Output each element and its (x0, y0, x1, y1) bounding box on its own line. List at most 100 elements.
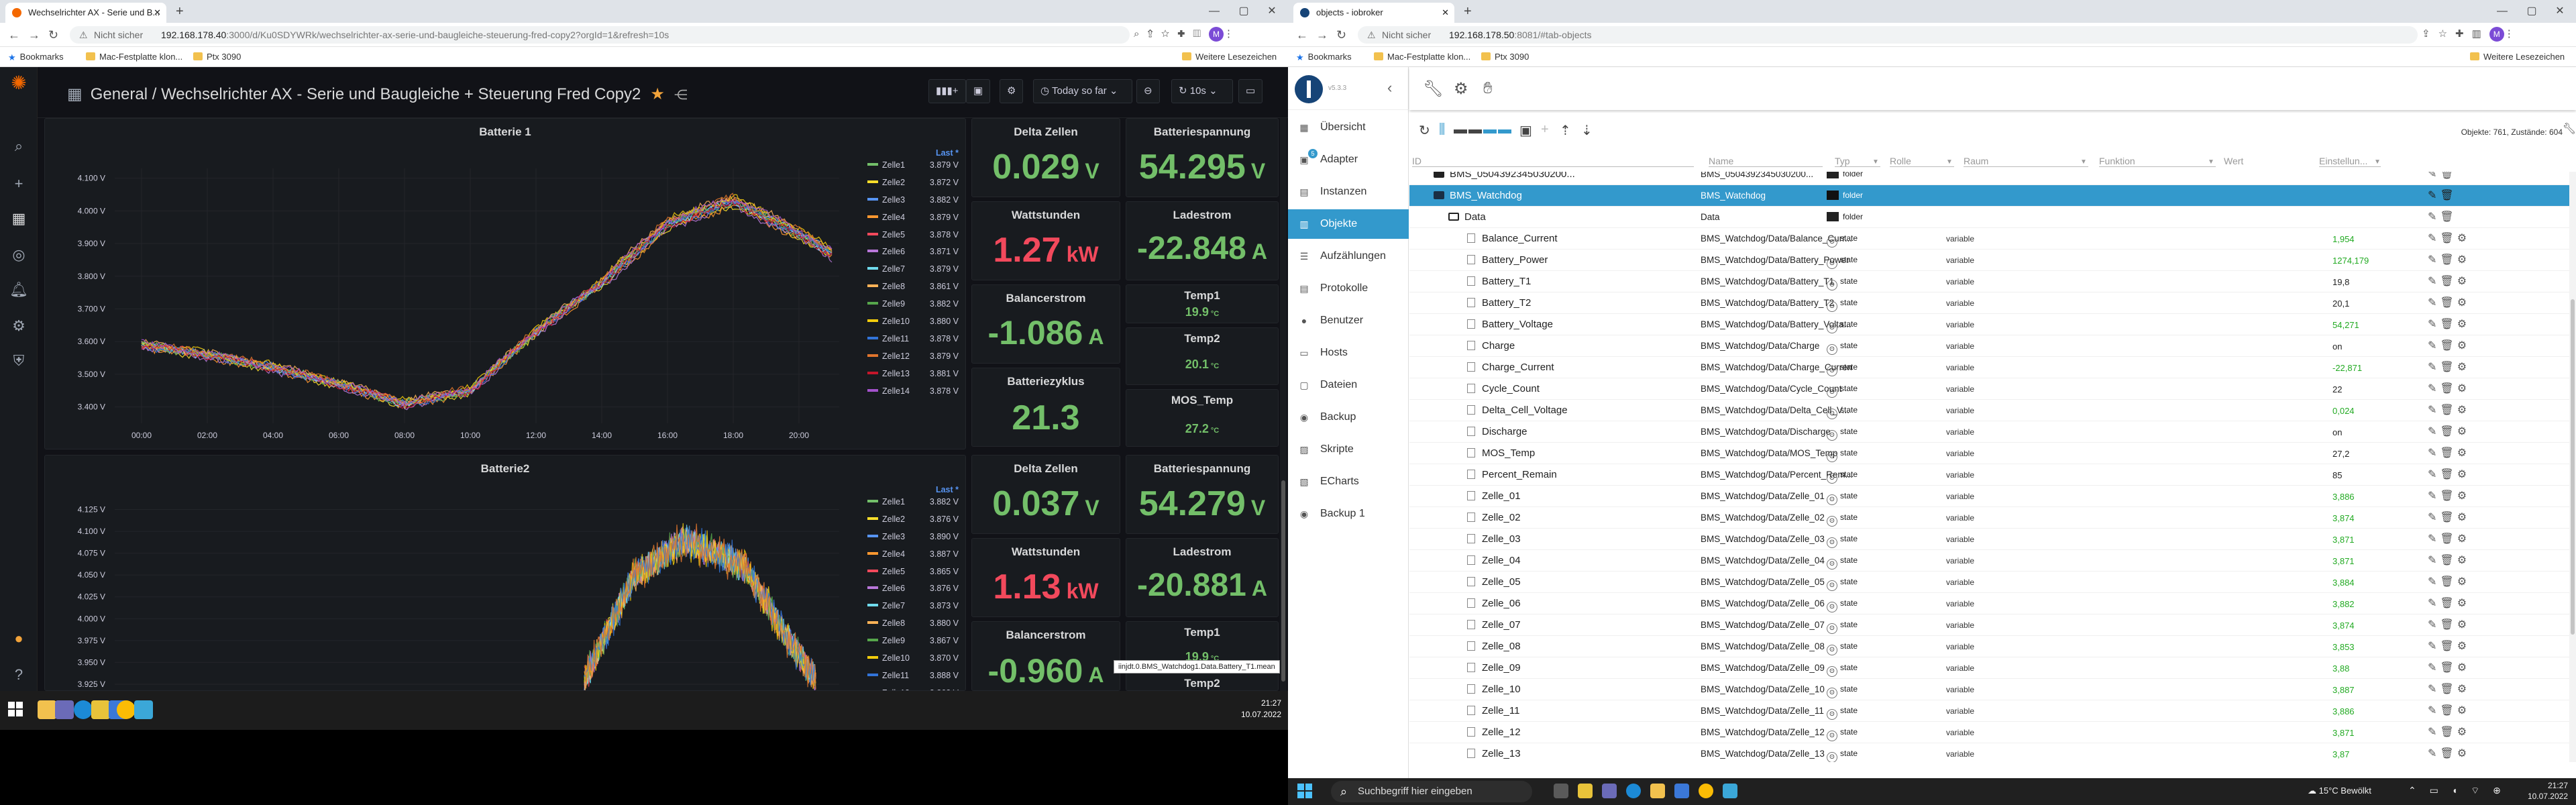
edit-icon[interactable]: ✎ (2428, 297, 2440, 309)
series-line[interactable] (141, 199, 833, 407)
breadcrumb[interactable]: General / Wechselrichter AX - Serie und … (90, 85, 641, 103)
delete-icon[interactable]: 🗑︎ (2440, 555, 2457, 566)
delete-icon[interactable]: 🗑︎ (2440, 490, 2457, 502)
batterie2-timeseries-panel[interactable]: Batterie2 4.125 V 4.100 V 4.075 V 4.050 V 4.… (44, 455, 966, 691)
minimize-icon[interactable]: — (1209, 5, 1220, 17)
wrench-icon[interactable]: 🔧︎ (1423, 80, 1444, 98)
object-id[interactable]: Zelle_10 (1467, 684, 1521, 695)
reload-icon[interactable]: ↻ (1336, 28, 1347, 42)
time-range-picker[interactable]: ◷ Today so far ⌄ (1033, 79, 1132, 103)
series-line[interactable] (141, 199, 833, 409)
temp2-stat[interactable]: Temp2 20.1 °C (1126, 327, 1279, 385)
object-value[interactable]: 27,2 (2332, 449, 2350, 459)
forward-icon[interactable]: → (28, 28, 40, 42)
store-icon[interactable] (1602, 784, 1617, 798)
legend-item[interactable]: Zelle7 3.873 V (867, 601, 959, 619)
edge-icon[interactable] (1626, 784, 1641, 798)
col-name[interactable]: Name (1709, 156, 1734, 166)
table-row[interactable]: Data Data folder ✎🗑︎ (1409, 207, 2576, 228)
object-value[interactable]: 22 (2332, 384, 2343, 394)
shield-icon[interactable]: ⛨ (13, 352, 25, 369)
profile-avatar[interactable]: M (2489, 27, 2504, 42)
object-value[interactable]: 0,024 (2332, 406, 2355, 416)
wattstunden-2-stat[interactable]: Wattstunden 1.13 kW (971, 538, 1120, 617)
legend-item[interactable]: Zelle1 3.882 V (867, 497, 959, 515)
bookmark-star-icon[interactable]: ☆ (1161, 28, 1178, 40)
edit-icon[interactable]: ✎ (2428, 405, 2440, 416)
app-icon[interactable] (1674, 784, 1689, 798)
table-row[interactable]: Discharge BMS_Watchdog/Data/Discharge ⊙ sta… (1409, 421, 2576, 443)
wrench-icon[interactable]: 🔧︎ (2562, 123, 2576, 135)
extensions-icon[interactable]: ✚ (2455, 28, 2472, 40)
maximize-icon[interactable]: ▢ (2526, 5, 2537, 17)
table-row[interactable]: Zelle_02 BMS_Watchdog/Data/Zelle_02 ⊙ state… (1409, 507, 2576, 529)
upload-icon[interactable]: ⇡ (1560, 123, 1571, 138)
chevron-down-icon[interactable]: ▼ (2374, 158, 2381, 166)
legend-item[interactable]: Zelle2 3.872 V (867, 178, 959, 195)
delete-icon[interactable]: 🗑︎ (2440, 533, 2457, 545)
profile-avatar[interactable]: M (1208, 27, 1224, 42)
batterie2-chart[interactable]: 4.125 V 4.100 V 4.075 V 4.050 V 4.025 V 4.000… (54, 478, 859, 691)
delete-icon[interactable]: 🗑︎ (2440, 684, 2457, 695)
folder-closed-icon[interactable]: ▬ (1468, 122, 1482, 137)
sidepanel-icon[interactable]: ▥ (1193, 28, 1209, 40)
batterie1-chart[interactable]: 4.100 V 4.000 V 3.900 V 3.800 V 3.700 V 3.600… (54, 142, 859, 449)
dashboard-scrollbar[interactable] (1280, 118, 1287, 691)
url-field[interactable]: ⚠ Nicht sicher 192.168.178.50:8081/#tab-… (1358, 26, 2418, 44)
delete-icon[interactable]: 🗑︎ (2440, 576, 2457, 588)
edit-icon[interactable]: ✎ (2428, 727, 2440, 738)
object-value[interactable]: 3,874 (2332, 513, 2355, 523)
table-row[interactable]: Zelle_05 BMS_Watchdog/Data/Zelle_05 ⊙ state… (1409, 572, 2576, 593)
delete-icon[interactable]: 🗑︎ (2440, 469, 2457, 480)
table-row[interactable]: BMS_0504392345030200... BMS_0504392345030… (1409, 172, 2576, 185)
wattstunden-stat[interactable]: Wattstunden 1.27 kW (971, 201, 1120, 280)
object-id[interactable]: Zelle_01 (1467, 490, 1521, 502)
sidebar-item-protokolle[interactable]: ▤ Protokolle (1288, 274, 1409, 303)
gear-icon[interactable]: ⚙ (2457, 383, 2471, 394)
settings-gear-icon[interactable]: ⚙ (1000, 79, 1024, 103)
object-value[interactable]: 85 (2332, 470, 2343, 480)
edit-icon[interactable]: ✎ (2428, 276, 2440, 287)
browser-tab-grafana[interactable]: Wechselrichter AX - Serie und B... ✕ (5, 3, 166, 23)
legend-item[interactable]: Zelle4 3.879 V (867, 213, 959, 230)
object-value[interactable]: 3,887 (2332, 685, 2355, 695)
new-tab-icon[interactable]: + (176, 4, 184, 19)
delete-icon[interactable]: 🗑︎ (2440, 172, 2457, 180)
taskview-icon[interactable] (1554, 784, 1568, 798)
series-line[interactable] (141, 199, 833, 405)
gear-icon[interactable]: ⚙ (2457, 405, 2471, 416)
delete-icon[interactable]: 🗑︎ (2440, 598, 2457, 609)
table-row[interactable]: Charge BMS_Watchdog/Data/Charge ⊙ state vari… (1409, 335, 2576, 357)
explorer-icon[interactable] (1578, 784, 1593, 798)
extensions-icon[interactable]: ✚ (1177, 28, 1193, 40)
folder-icon[interactable]: ▬ (1454, 122, 1467, 137)
object-value[interactable]: 1274,179 (2332, 256, 2369, 266)
folder-icon[interactable] (1650, 784, 1665, 798)
table-row[interactable]: BMS_Watchdog BMS_Watchdog folder ✎🗑︎ (1409, 185, 2576, 207)
object-value[interactable]: 3,874 (2332, 621, 2355, 631)
edit-icon[interactable]: ✎ (2428, 383, 2440, 394)
search-icon[interactable]: ⌕ (14, 138, 23, 154)
delete-icon[interactable]: 🗑︎ (2440, 233, 2457, 244)
table-scrollbar[interactable] (2569, 172, 2576, 762)
table-row[interactable]: Battery_Power BMS_Watchdog/Data/Battery_P… (1409, 250, 2576, 271)
object-id[interactable]: Zelle_04 (1467, 555, 1521, 566)
legend-item[interactable]: Zelle11 3.878 V (867, 334, 959, 352)
gear-icon[interactable]: ⚙ (2457, 426, 2471, 437)
explore-icon[interactable]: ◎ (12, 246, 25, 263)
legend-item[interactable]: Zelle9 3.882 V (867, 299, 959, 317)
table-row[interactable]: Zelle_03 BMS_Watchdog/Data/Zelle_03 ⊙ state… (1409, 529, 2576, 550)
edit-icon[interactable]: ✎ (2428, 576, 2440, 588)
balancerstrom-stat[interactable]: Balancerstrom -1.086 A (971, 284, 1120, 364)
delete-icon[interactable]: 🗑︎ (2440, 340, 2457, 352)
batterie1-timeseries-panel[interactable]: Batterie 1 4.100 V 4.000 V 3.900 V 3.800 V 3… (44, 118, 966, 449)
legend-item[interactable]: Zelle10 3.880 V (867, 317, 959, 334)
object-id[interactable]: Zelle_05 (1467, 576, 1521, 588)
object-value[interactable]: 54,271 (2332, 320, 2359, 330)
ladestrom-2-stat[interactable]: Ladestrom -20.881 A (1126, 538, 1279, 617)
table-row[interactable]: Zelle_04 BMS_Watchdog/Data/Zelle_04 ⊙ state… (1409, 550, 2576, 572)
object-value[interactable]: 3,853 (2332, 642, 2355, 652)
chrome-icon[interactable] (117, 700, 136, 719)
object-id[interactable]: Balance_Current (1467, 233, 1558, 244)
object-id[interactable]: Zelle_07 (1467, 619, 1521, 631)
